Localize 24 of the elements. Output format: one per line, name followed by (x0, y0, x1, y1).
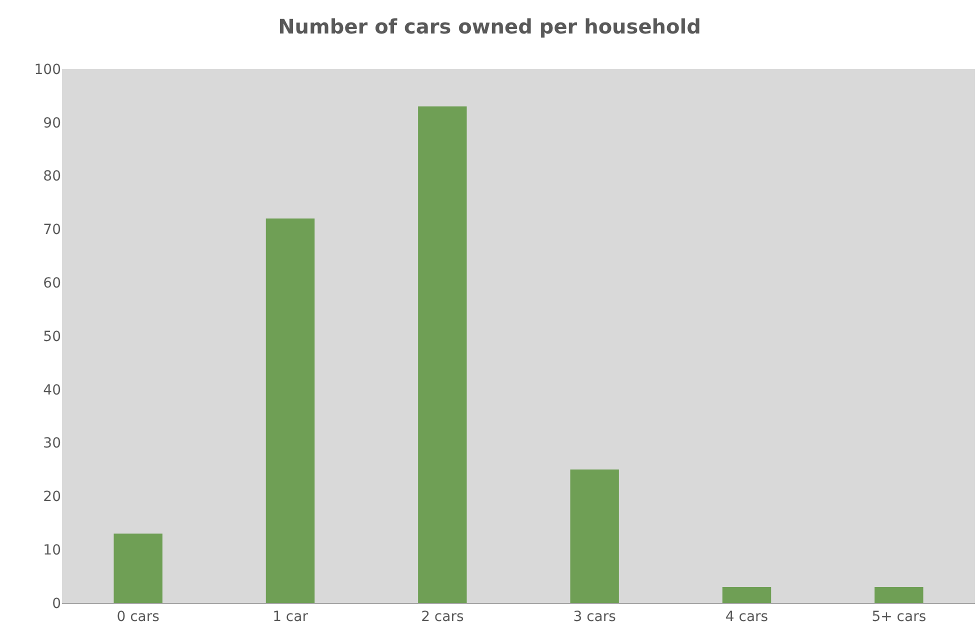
y-tick-label: 70 (43, 222, 61, 238)
x-tick-label: 1 car (272, 608, 308, 625)
bar (418, 106, 467, 603)
x-tick-label: 4 cars (725, 608, 768, 625)
bar (874, 586, 924, 603)
x-tick-label: 0 cars (116, 608, 160, 625)
bar (722, 586, 772, 603)
x-tick-label: 3 cars (573, 608, 616, 625)
y-tick-label: 10 (43, 542, 61, 558)
x-tick-label: 2 cars (421, 608, 464, 625)
y-tick-label: 80 (43, 168, 61, 185)
y-tick-label: 20 (43, 489, 61, 506)
bar (266, 218, 315, 603)
y-tick-label: 30 (43, 436, 61, 452)
y-tick-label: 50 (43, 328, 61, 345)
chart-title: Number of cars owned per household (278, 14, 701, 38)
y-tick-label: 60 (43, 276, 61, 292)
y-tick-label: 40 (43, 382, 61, 398)
y-tick-label: 0 (52, 596, 61, 612)
bar (570, 470, 619, 603)
x-tick-label: 5+ cars (872, 608, 926, 625)
bar (114, 534, 162, 603)
y-tick-label: 100 (34, 62, 61, 78)
y-tick-label: 90 (43, 115, 61, 132)
